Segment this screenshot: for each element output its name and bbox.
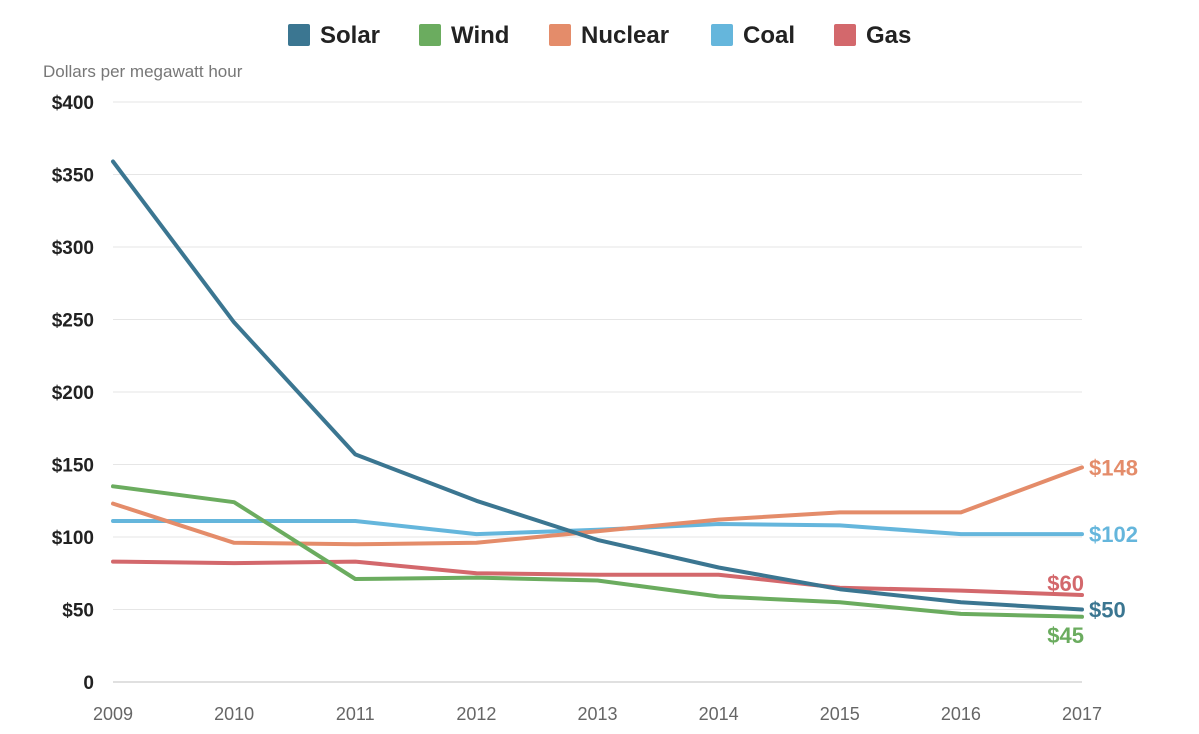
x-tick-label-2015: 2015 — [820, 704, 860, 724]
gridlines — [113, 101, 1082, 683]
legend-label-solar: Solar — [320, 22, 380, 49]
series-lines — [111, 159, 1084, 619]
y-tick-label-400: $400 — [52, 93, 94, 114]
x-tick-label-2011: 2011 — [336, 704, 375, 724]
series-line-nuclear — [111, 465, 1084, 547]
y-tick-label-200: $200 — [52, 383, 94, 404]
legend-label-nuclear: Nuclear — [581, 22, 669, 49]
series-line-solar — [111, 159, 1084, 612]
x-axis-ticks: 2009 2010 2011 2012 2013 2014 2015 2016 2017 — [93, 704, 1102, 724]
legend: Solar Wind Nuclear Coal Gas — [288, 22, 911, 49]
series-line-wind — [111, 484, 1084, 619]
y-tick-label-250: $250 — [52, 311, 94, 332]
legend-swatch-coal — [711, 24, 733, 46]
series-line-gas — [111, 559, 1084, 597]
end-label-gas: $60 — [1047, 571, 1084, 596]
legend-label-gas: Gas — [866, 22, 911, 49]
x-tick-label-2016: 2016 — [941, 704, 981, 724]
y-axis-label: Dollars per megawatt hour — [43, 62, 243, 81]
legend-item-coal: Coal — [711, 22, 795, 49]
legend-swatch-solar — [288, 24, 310, 46]
x-tick-label-2010: 2010 — [214, 704, 254, 724]
legend-label-coal: Coal — [743, 22, 795, 49]
y-tick-label-150: $150 — [52, 456, 94, 477]
y-tick-label-350: $350 — [52, 166, 94, 187]
x-tick-label-2012: 2012 — [456, 704, 496, 724]
x-tick-label-2014: 2014 — [699, 704, 739, 724]
y-axis-ticks: 0 $50 $100 $150 $200 $250 $300 $350 $400 — [52, 93, 94, 694]
legend-swatch-nuclear — [549, 24, 571, 46]
legend-item-gas: Gas — [834, 22, 911, 49]
x-tick-label-2013: 2013 — [577, 704, 617, 724]
end-value-labels: $50$45 $148 $102$60 — [1047, 455, 1138, 647]
legend-label-wind: Wind — [451, 22, 509, 49]
x-tick-label-2017: 2017 — [1062, 704, 1102, 724]
y-tick-label-100: $100 — [52, 528, 94, 549]
end-label-wind: $45 — [1047, 623, 1084, 648]
legend-item-nuclear: Nuclear — [549, 22, 669, 49]
end-label-coal: $102 — [1089, 522, 1138, 547]
legend-swatch-gas — [834, 24, 856, 46]
end-label-solar: $50 — [1089, 598, 1126, 623]
end-label-nuclear: $148 — [1089, 455, 1138, 480]
x-tick-label-2009: 2009 — [93, 704, 133, 724]
legend-swatch-wind — [419, 24, 441, 46]
legend-item-solar: Solar — [288, 22, 380, 49]
y-tick-label-0: 0 — [83, 673, 94, 694]
legend-item-wind: Wind — [419, 22, 509, 49]
y-tick-label-50: $50 — [62, 601, 94, 622]
y-tick-label-300: $300 — [52, 238, 94, 259]
